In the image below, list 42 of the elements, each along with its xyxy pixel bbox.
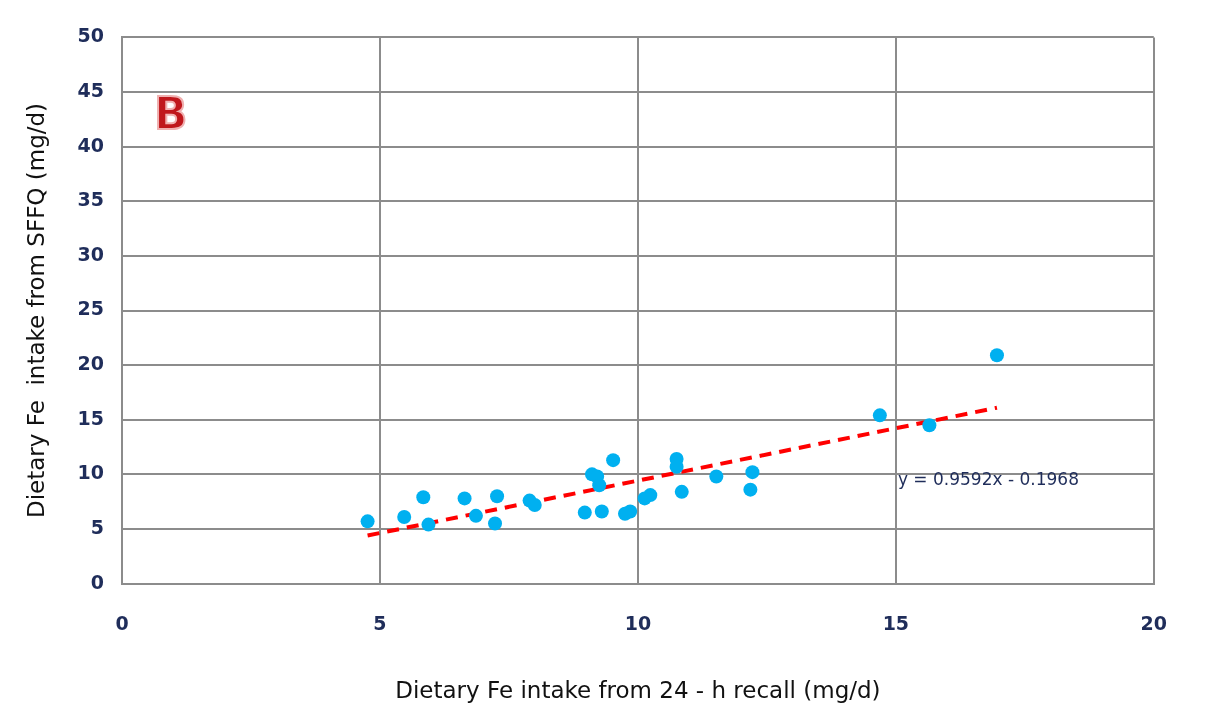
point	[527, 497, 542, 512]
point	[594, 504, 609, 519]
point	[360, 514, 375, 529]
y-tick-label: 25	[77, 297, 105, 320]
y-tick-label: 40	[77, 133, 105, 156]
y-tick-label: 45	[77, 78, 105, 101]
point	[468, 508, 483, 523]
point	[872, 408, 887, 423]
y-axis-title: Dietary Fe intake from SFFQ (mg/d)	[22, 102, 49, 519]
annotation: y = 0.9592x - 0.1968	[897, 469, 1079, 490]
point	[674, 484, 689, 499]
point	[490, 489, 505, 504]
y-tick-label: 20	[77, 352, 105, 375]
x-tick-label: 10	[624, 611, 652, 634]
annotation: B	[154, 87, 188, 139]
y-tick-label: 50	[77, 24, 105, 47]
point	[416, 490, 431, 505]
y-tick-label: 30	[77, 242, 105, 265]
point	[577, 505, 592, 520]
point	[743, 482, 758, 497]
y-tick-label: 35	[77, 188, 105, 211]
point	[989, 348, 1004, 363]
x-axis-title: Dietary Fe intake from 24 - h recall (mg/d)	[395, 677, 881, 704]
point	[397, 509, 412, 524]
y-tick-label: 10	[77, 461, 105, 484]
point	[488, 516, 503, 531]
point	[643, 488, 658, 503]
point	[709, 469, 724, 484]
y-tick-label: 0	[90, 570, 105, 593]
point	[421, 517, 436, 532]
x-tick-label: 0	[115, 611, 129, 634]
point	[922, 418, 937, 433]
y-tick-label: 15	[77, 406, 105, 429]
x-tick-label: 15	[882, 611, 910, 634]
point	[592, 478, 607, 493]
x-tick-label: 5	[373, 611, 387, 634]
x-tick-label: 20	[1140, 611, 1168, 634]
point	[606, 453, 621, 468]
point	[745, 465, 760, 480]
point	[457, 491, 472, 506]
y-tick-label: 5	[90, 515, 105, 538]
point	[623, 504, 638, 519]
